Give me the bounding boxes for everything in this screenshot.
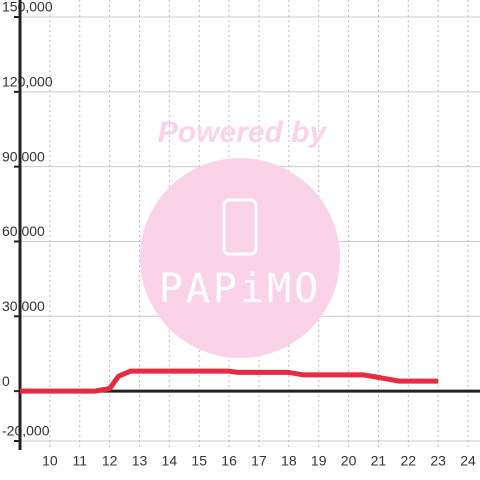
x-tick-label: 17 [251,453,267,469]
x-tick-label: 19 [311,453,327,469]
y-tick-label: 120,000 [2,74,53,90]
x-tick-label: 11 [72,453,87,469]
y-tick-label: -20,000 [2,423,50,439]
y-tick-label: 90,000 [2,148,45,164]
watermark-text: Powered by [158,116,328,149]
y-tick-label: 60,000 [2,223,45,239]
data-line [20,368,439,394]
watermark-logo: PAPiMO [159,266,322,312]
x-tick-label: 15 [191,453,207,469]
x-tick-label: 13 [132,453,148,469]
x-tick-label: 21 [371,453,387,469]
x-tick-label: 10 [42,453,58,469]
watermark-circle [140,158,340,358]
x-tick-label: 16 [221,453,237,469]
watermark-icon [222,198,258,256]
y-tick-label: 150,000 [2,0,53,15]
x-tick-label: 22 [401,453,417,469]
y-tick-label: 30,000 [2,298,45,314]
y-tick-label: 0 [2,373,10,389]
x-tick-label: 24 [460,453,476,469]
x-tick-label: 14 [162,453,178,469]
x-tick-label: 12 [102,453,118,469]
x-tick-label: 23 [430,453,446,469]
x-tick-label: 18 [281,453,297,469]
x-tick-label: 20 [341,453,357,469]
